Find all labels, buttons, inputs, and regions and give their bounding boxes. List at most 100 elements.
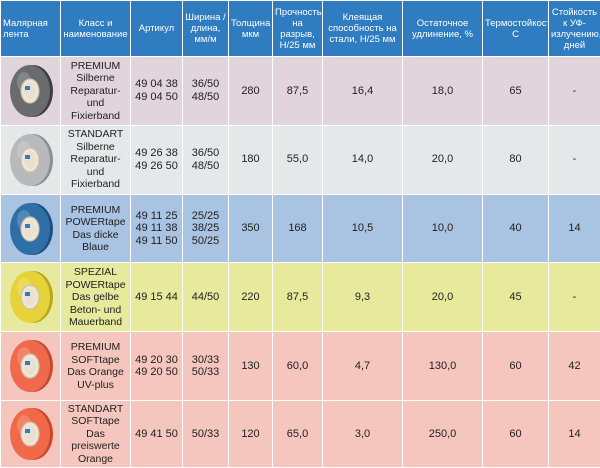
elongation-value: 20,0: [402, 124, 483, 195]
product-name-line: PREMIUM: [70, 203, 121, 216]
uv-value: 14: [548, 400, 600, 468]
product-name-line: SOFTtape: [71, 415, 120, 428]
article-number-line: 49 20 30: [135, 353, 178, 366]
adhesion-value: 9,3: [322, 262, 403, 333]
adhesion-value: 16,4: [322, 56, 403, 126]
product-name-line: Das Orange: [67, 366, 124, 379]
product-name-line: SOFTtape: [71, 353, 120, 366]
article-number-line: 49 04 50: [135, 90, 178, 103]
article-number: 49 20 30 49 20 50: [130, 331, 183, 402]
uv-value: 14: [548, 193, 600, 264]
header-article: Артикул: [130, 0, 183, 57]
orange-red-tape-roll-icon: [9, 408, 53, 461]
elongation-value: 10,0: [402, 193, 483, 264]
tape-roll-hole: [23, 425, 36, 443]
product-name-line: Blaue: [82, 241, 109, 254]
article-number-line: 49 15 44: [135, 291, 178, 304]
thickness-value: 120: [228, 400, 273, 468]
tape-image-cell: [0, 262, 61, 333]
gray-dark-tape-roll-icon: [9, 64, 53, 117]
heat-value: 60: [482, 331, 549, 402]
tape-roll-label: [24, 429, 30, 434]
product-name-line: Das: [86, 427, 105, 440]
adhesion-value: 14,0: [322, 124, 403, 195]
width-length-line: 38/25: [191, 222, 220, 235]
table-row: PREMIUM SOFTtape Das Orange UV-plus 49 20 30…: [0, 331, 600, 402]
article-number-line: 49 26 38: [135, 147, 178, 160]
tape-roll-label: [24, 154, 30, 159]
orange-tape-roll-icon: [9, 340, 53, 393]
uv-value: 42: [548, 331, 600, 402]
uv-value: -: [548, 124, 600, 195]
product-name-line: und: [86, 97, 105, 110]
article-number-line: 49 11 50: [135, 234, 178, 247]
product-name-line: Fixierband: [70, 178, 121, 191]
width-length-line: 25/25: [191, 209, 220, 222]
heat-value: 40: [482, 193, 549, 264]
header-adhesion: Клеящая способность на стали, Н/25 мм: [322, 0, 403, 57]
product-name: PREMIUM SOFTtape Das Orange UV-plus: [60, 331, 131, 402]
table-row: SPEZIAL POWERtape Das gelbe Beton- und Mauer…: [0, 262, 600, 333]
heat-value: 60: [482, 400, 549, 468]
thickness-value: 220: [228, 262, 273, 333]
width-length: 50/33: [182, 400, 229, 468]
product-name-line: Silberne: [76, 72, 115, 85]
header-class: Класс и наименование: [60, 0, 131, 57]
tape-image-cell: [0, 193, 61, 264]
width-length: 30/33 50/33: [182, 331, 229, 402]
article-number: 49 04 38 49 04 50: [130, 56, 183, 126]
elongation-value: 130,0: [402, 331, 483, 402]
uv-value: -: [548, 262, 600, 333]
tape-image-cell: [0, 400, 61, 468]
header-uv: Стойкость к УФ-излучению, дней: [548, 0, 600, 57]
tape-roll-label: [24, 292, 30, 297]
tape-image-cell: [0, 56, 61, 126]
product-name-line: PREMIUM: [70, 59, 121, 72]
width-length-line: 36/50: [191, 147, 220, 160]
width-length: 36/50 48/50: [182, 124, 229, 195]
article-number-line: 49 11 25: [135, 209, 178, 222]
article-number-line: 49 26 50: [135, 159, 178, 172]
header-width: Ширина /длина, мм/м: [182, 0, 229, 57]
elongation-value: 20,0: [402, 262, 483, 333]
width-length-line: 36/50: [191, 78, 220, 91]
header-thickness: Толщина мкм: [228, 0, 273, 57]
product-name-line: UV-plus: [77, 378, 114, 391]
product-name: STANDART SOFTtape Das preiswerte Orange: [60, 400, 131, 468]
product-name-line: Reparatur-: [70, 84, 121, 97]
product-name: STANDART Silberne Reparatur-und Fixierband: [60, 124, 131, 195]
width-length-line: 48/50: [191, 90, 220, 103]
header-row: Малярная лента Класс и наименование Арти…: [0, 0, 600, 57]
article-number-line: 49 41 50: [135, 427, 178, 440]
table-row: STANDART SOFTtape Das preiswerte Orange 49 41…: [0, 400, 600, 468]
elongation-value: 250,0: [402, 400, 483, 468]
tape-image-cell: [0, 331, 61, 402]
thickness-value: 280: [228, 56, 273, 126]
table-body: PREMIUM Silberne Reparatur-und Fixierband 49…: [0, 56, 600, 468]
adhesion-value: 4,7: [322, 331, 403, 402]
tape-image-cell: [0, 124, 61, 195]
heat-value: 45: [482, 262, 549, 333]
tape-roll-label: [24, 361, 30, 366]
thickness-value: 180: [228, 124, 273, 195]
heat-value: 80: [482, 124, 549, 195]
product-name-line: Mauerband: [68, 316, 123, 329]
tensile-value: 60,0: [272, 331, 323, 402]
product-name-line: und: [86, 165, 105, 178]
tensile-value: 87,5: [272, 262, 323, 333]
article-number: 49 41 50: [130, 400, 183, 468]
product-name-line: STANDART: [67, 402, 124, 415]
yellow-tape-roll-icon: [9, 271, 53, 324]
tape-roll-label: [24, 85, 30, 90]
table-row: PREMIUM Silberne Reparatur-und Fixierband 49…: [0, 56, 600, 126]
article-number-line: 49 20 50: [135, 366, 178, 379]
product-name: SPEZIAL POWERtape Das gelbe Beton- und Mauer…: [60, 262, 131, 333]
tensile-value: 65,0: [272, 400, 323, 468]
header-tape: Малярная лента: [0, 0, 61, 57]
product-name-line: POWERtape: [65, 216, 126, 229]
silver-tape-roll-icon: [9, 133, 53, 186]
elongation-value: 18,0: [402, 56, 483, 126]
width-length-line: 48/50: [191, 159, 220, 172]
tensile-value: 168: [272, 193, 323, 264]
